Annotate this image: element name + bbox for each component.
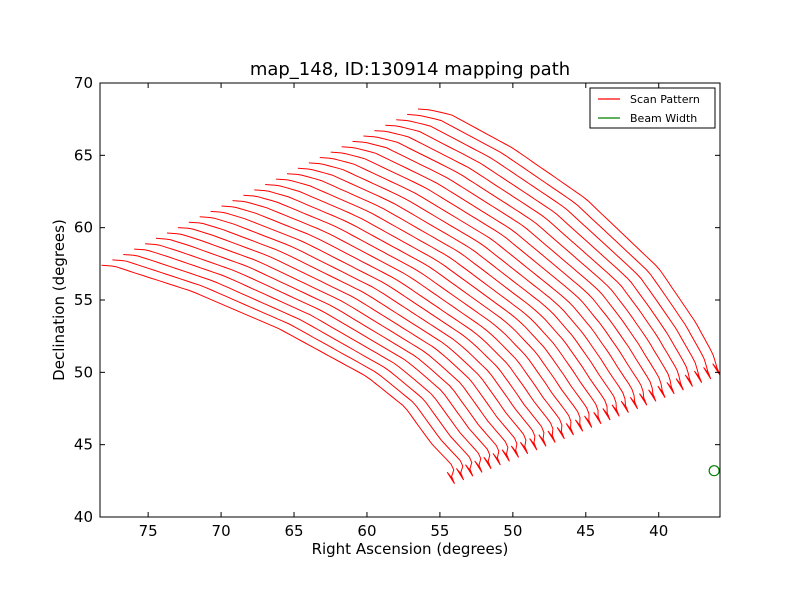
x-tick-label: 65 bbox=[284, 522, 303, 540]
scan-line bbox=[134, 248, 483, 473]
scan-line bbox=[254, 189, 584, 432]
y-tick-label: 40 bbox=[74, 508, 93, 526]
x-tick-label: 40 bbox=[649, 522, 668, 540]
y-tick-label: 50 bbox=[74, 363, 93, 381]
scan-line bbox=[265, 184, 593, 428]
scan-line bbox=[417, 108, 720, 376]
scan-line bbox=[319, 157, 639, 410]
scan-line bbox=[199, 216, 538, 451]
y-axis-label: Declination (degrees) bbox=[50, 219, 68, 381]
scan-line bbox=[210, 210, 547, 447]
scan-line bbox=[166, 232, 510, 462]
scan-pattern-layer bbox=[101, 108, 720, 484]
scan-line bbox=[374, 130, 684, 391]
scan-line bbox=[123, 254, 474, 477]
y-tick-label: 70 bbox=[74, 74, 93, 92]
x-tick-label: 75 bbox=[139, 522, 158, 540]
scan-line bbox=[276, 178, 602, 425]
x-tick-label: 60 bbox=[357, 522, 376, 540]
legend-label-scan-pattern: Scan Pattern bbox=[630, 93, 700, 106]
scan-line bbox=[330, 151, 648, 406]
x-axis-ticks: 75 70 65 60 55 50 45 40 bbox=[139, 83, 668, 540]
scan-line bbox=[145, 243, 492, 470]
x-tick-label: 70 bbox=[212, 522, 231, 540]
scan-line bbox=[308, 162, 629, 413]
y-tick-label: 65 bbox=[74, 146, 93, 164]
beam-width-marker bbox=[708, 465, 720, 477]
scan-line bbox=[112, 259, 465, 481]
legend: Scan Pattern Beam Width bbox=[589, 87, 716, 129]
chart-title: map_148, ID:130914 mapping path bbox=[250, 59, 570, 80]
legend-label-beam-width: Beam Width bbox=[630, 112, 697, 125]
scan-line bbox=[385, 124, 693, 387]
scan-line bbox=[243, 194, 574, 436]
plot-area bbox=[101, 108, 720, 484]
scan-line bbox=[352, 140, 666, 398]
scan-line bbox=[407, 113, 712, 380]
legend-box bbox=[589, 87, 716, 129]
scan-line bbox=[363, 135, 675, 395]
scan-line bbox=[297, 167, 620, 417]
scan-line bbox=[221, 205, 556, 443]
x-tick-label: 50 bbox=[503, 522, 522, 540]
x-axis-label: Right Ascension (degrees) bbox=[312, 540, 509, 558]
scan-line bbox=[177, 227, 520, 458]
x-tick-label: 55 bbox=[430, 522, 449, 540]
y-tick-label: 55 bbox=[74, 291, 93, 309]
scan-line bbox=[155, 237, 501, 466]
x-tick-label: 45 bbox=[576, 522, 595, 540]
y-tick-label: 60 bbox=[74, 219, 93, 237]
y-axis-ticks: 40 45 50 55 60 65 70 bbox=[74, 74, 720, 526]
scan-line bbox=[101, 264, 455, 484]
scan-line bbox=[341, 146, 657, 402]
beam-width-layer bbox=[708, 465, 720, 477]
y-tick-label: 45 bbox=[74, 436, 93, 454]
scan-line bbox=[232, 200, 565, 440]
scan-line bbox=[396, 119, 703, 383]
scan-line bbox=[286, 173, 611, 421]
scan-line bbox=[188, 221, 529, 455]
